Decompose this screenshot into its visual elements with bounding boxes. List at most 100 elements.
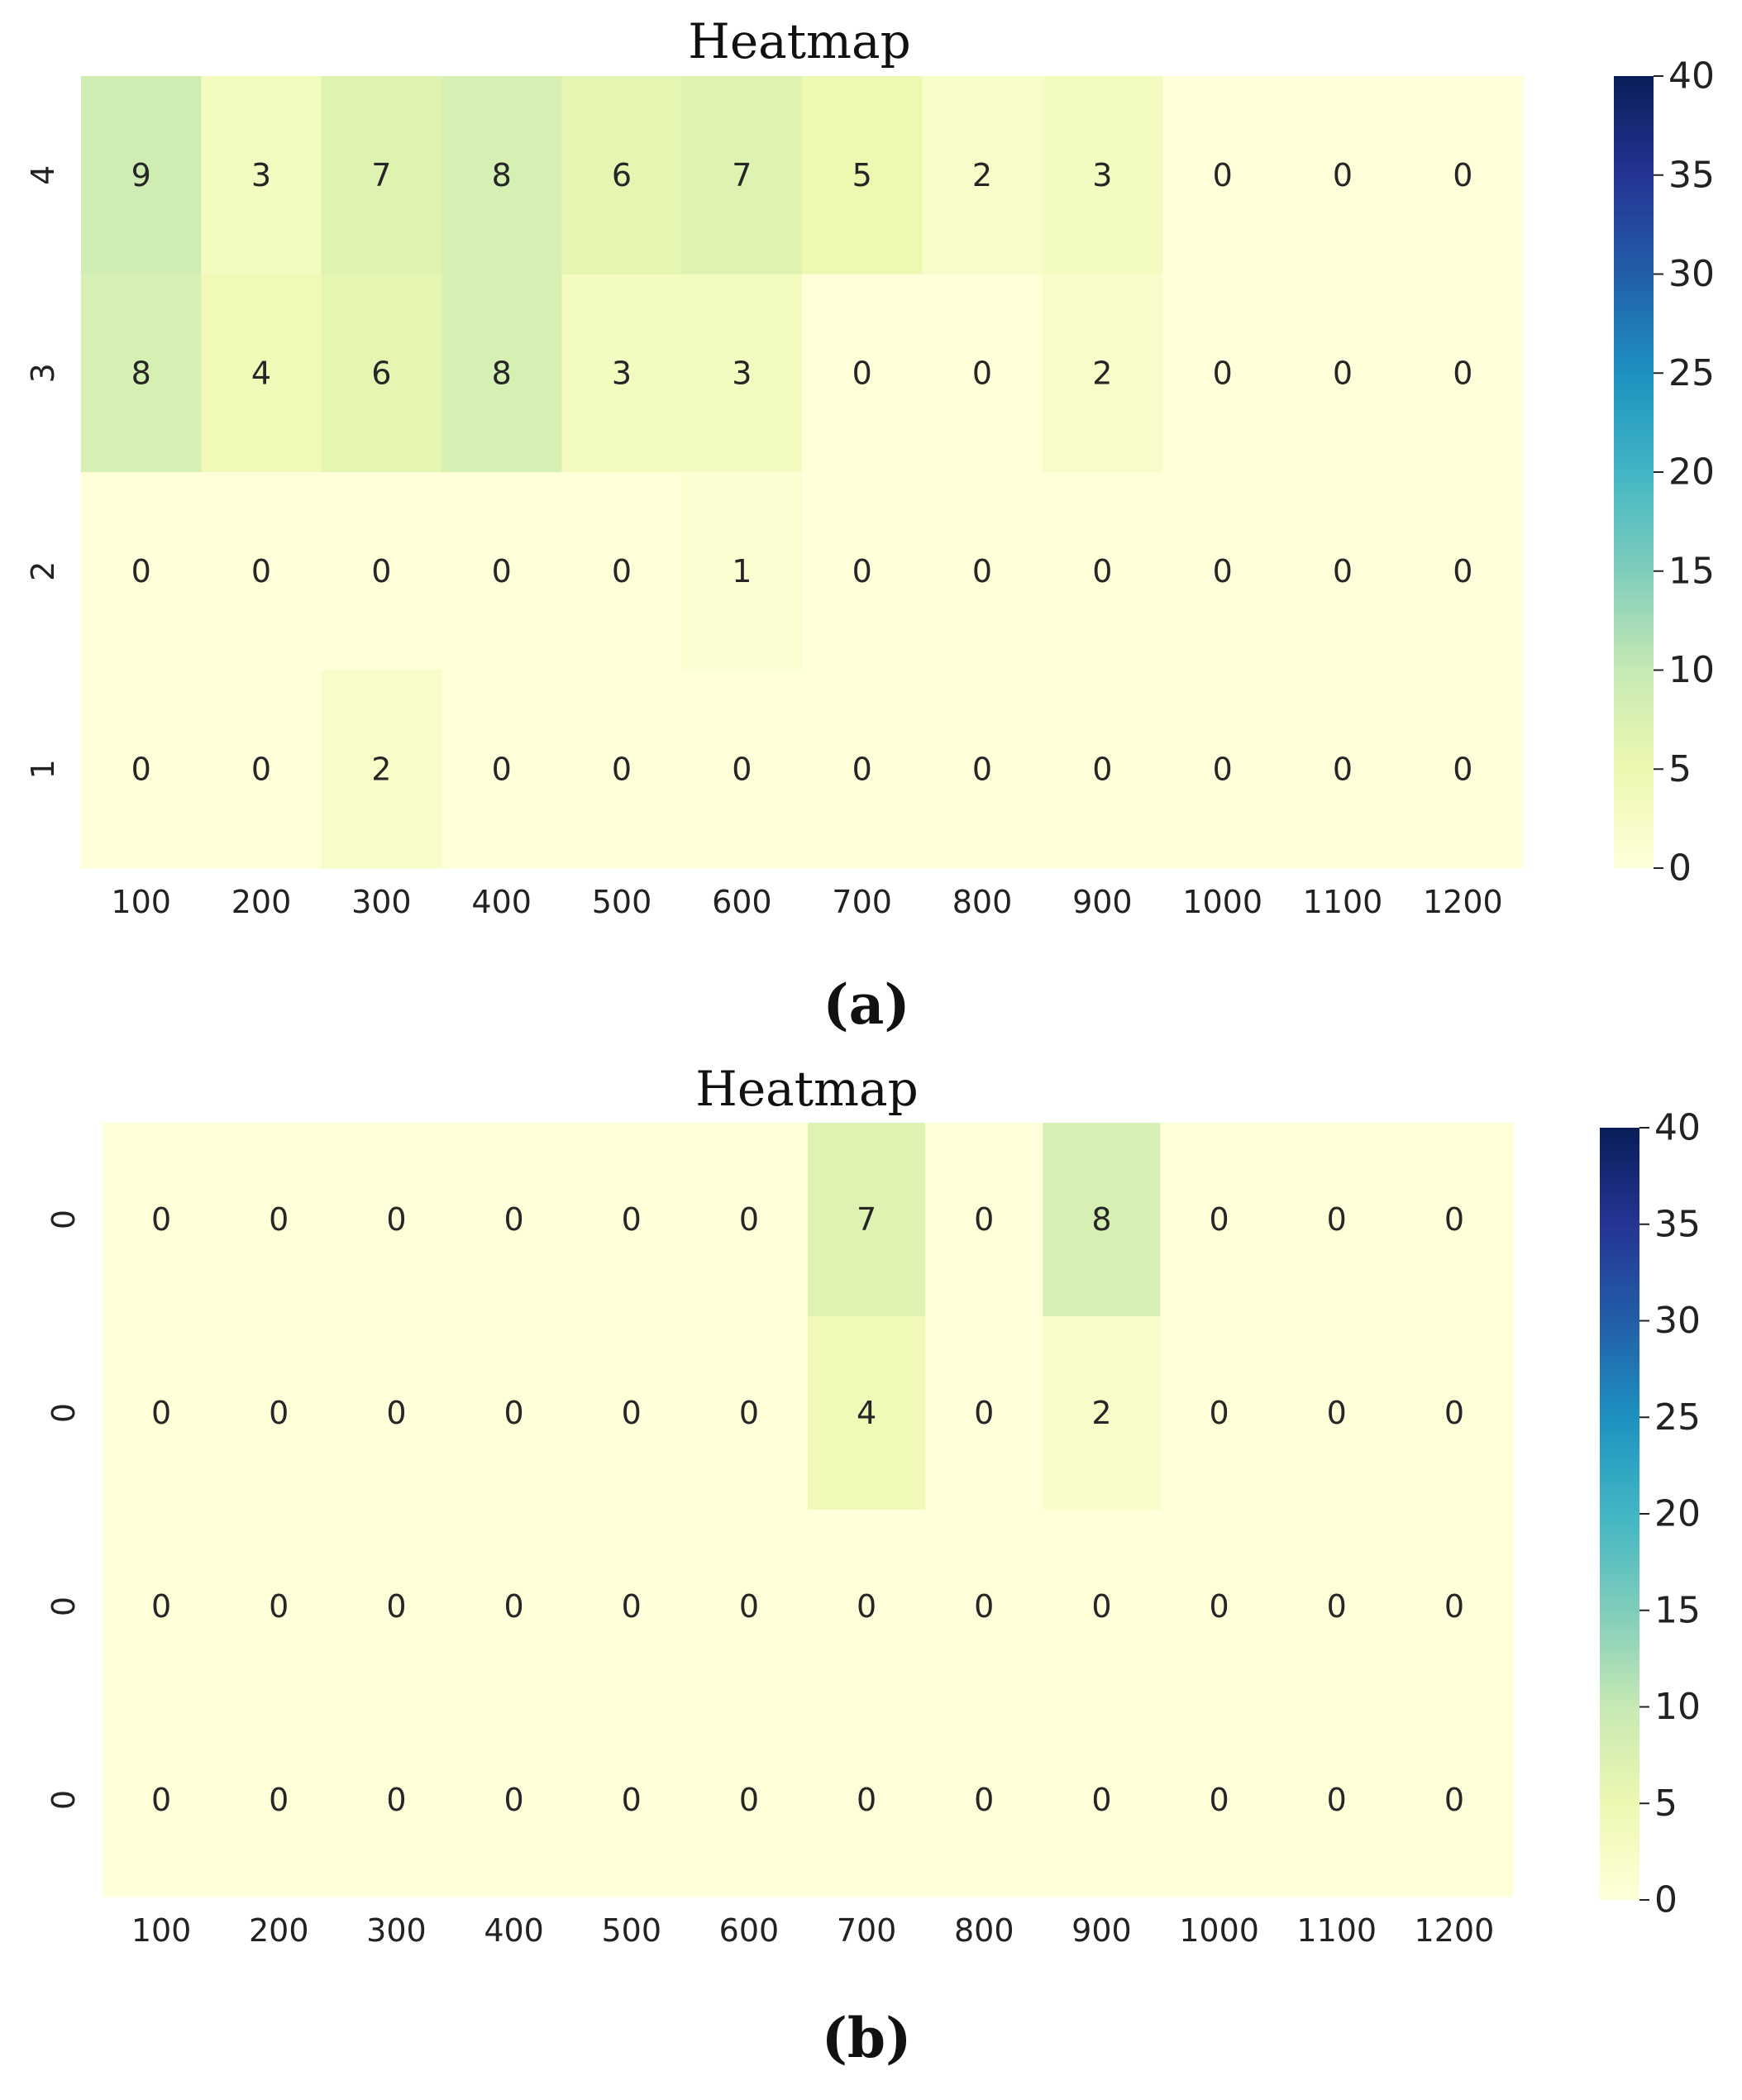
cell-value-label: 6	[612, 157, 632, 193]
heatmap-cell	[321, 670, 442, 869]
cell-value-label: 0	[622, 1201, 642, 1238]
cell-value-label: 0	[1444, 1395, 1464, 1431]
cell-value-label: 5	[852, 157, 872, 193]
cell-value-label: 0	[1453, 157, 1472, 193]
cell-value-label: 7	[857, 1201, 876, 1238]
cell-value-label: 0	[151, 1588, 171, 1625]
x-axis-ticks: 100 200 300 400 500 600 700 800 900 1000 1100 1200	[131, 1912, 1494, 1949]
heatmap-cell	[681, 670, 803, 869]
x-tick-label: 1100	[1303, 884, 1383, 920]
heatmap-cell	[802, 274, 923, 473]
cell-value-label: 0	[151, 1395, 171, 1431]
cell-value-label: 0	[974, 1395, 994, 1431]
colorbar-tick-label: 5	[1654, 1783, 1678, 1825]
cell-value-label: 0	[1209, 1395, 1229, 1431]
heatmap-cell	[572, 1316, 691, 1511]
heatmap-cell	[1042, 472, 1163, 671]
heatmap-cell	[1043, 1703, 1162, 1897]
cell-value-label: 0	[1213, 751, 1233, 787]
cell-value-label: 0	[974, 1588, 994, 1625]
cell-value-label: 3	[612, 355, 632, 391]
heatmap-cell	[337, 1510, 456, 1704]
cell-value-label: 0	[612, 553, 632, 589]
y-axis-ticks: 0 0 0 0	[45, 1210, 82, 1810]
heatmap-cell	[1402, 274, 1524, 473]
heatmap-cell	[201, 472, 322, 671]
colorbar-tick-label: 10	[1668, 649, 1715, 691]
cell-value-label: 0	[504, 1201, 523, 1238]
x-tick-label: 500	[592, 884, 652, 920]
heatmap-cell	[220, 1123, 338, 1317]
colorbar-tick-label: 25	[1654, 1396, 1701, 1439]
heatmap-cell	[220, 1316, 338, 1511]
cell-value-label: 2	[1091, 1395, 1111, 1431]
heatmap-cell	[1160, 1510, 1279, 1704]
heatmap-cell	[1277, 1123, 1396, 1317]
cell-value-label: 0	[1209, 1782, 1229, 1818]
cell-value-label: 0	[1333, 355, 1353, 391]
cell-value-label: 0	[1327, 1782, 1347, 1818]
heatmap-cell	[1042, 670, 1163, 869]
colorbar-tick-label: 0	[1654, 1879, 1678, 1921]
cell-value-label: 4	[857, 1395, 876, 1431]
x-tick-label: 900	[1072, 884, 1133, 920]
cell-value-label: 0	[974, 1782, 994, 1818]
cell-value-label: 0	[1213, 157, 1233, 193]
cell-value-label: 2	[371, 751, 391, 787]
x-tick-label: 600	[712, 884, 772, 920]
heatmap-cell	[1282, 670, 1404, 869]
heatmap-cell	[321, 76, 442, 275]
cell-value-label: 0	[131, 751, 151, 787]
heatmap-cell	[1282, 76, 1404, 275]
cell-value-label: 0	[1453, 751, 1472, 787]
cell-value-label: 0	[852, 553, 872, 589]
heatmap-cell	[441, 76, 562, 275]
heatmap-cell	[1402, 670, 1524, 869]
heatmap-cell	[81, 274, 202, 473]
colorbar-tick-label: 40	[1668, 55, 1715, 98]
cell-value-label: 0	[972, 355, 992, 391]
heatmap-cells: 9 3 7 8 6 7 5 2 3 0 0 0 8 4 6 8 3 3 0 0 2 0 0 0 0 0 0 0 0 1 0 0 0 0 0 0 0 0 2 0…	[81, 76, 1524, 869]
cell-value-label: 8	[1091, 1201, 1111, 1238]
heatmap-cell	[681, 274, 803, 473]
heatmap-cell	[1043, 1123, 1162, 1317]
heatmap-cell	[1043, 1510, 1162, 1704]
cell-value-label: 7	[371, 157, 391, 193]
colorbar-tick-label: 5	[1668, 748, 1692, 790]
heatmap-cell	[922, 670, 1043, 869]
cell-value-label: 0	[386, 1782, 406, 1818]
heatmap-cell	[802, 670, 923, 869]
heatmap-cell	[1043, 1316, 1162, 1511]
heatmap-cell	[1162, 274, 1283, 473]
cell-value-label: 0	[269, 1201, 289, 1238]
heatmap-cell	[925, 1123, 1043, 1317]
cell-value-label: 4	[251, 355, 271, 391]
heatmap-cell	[572, 1703, 691, 1897]
heatmap-cell	[103, 1510, 221, 1704]
cell-value-label: 0	[151, 1201, 171, 1238]
y-tick-label: 2	[25, 561, 61, 581]
heatmap-cell	[572, 1123, 691, 1317]
cell-value-label: 8	[492, 355, 512, 391]
x-tick-label: 1000	[1179, 1912, 1259, 1949]
x-tick-label: 1100	[1296, 1912, 1377, 1949]
x-tick-label: 1200	[1423, 884, 1503, 920]
heatmap-cell	[103, 1123, 221, 1317]
heatmap-panel-b: Heatmap 0 0 0 0 0 0 7 0 8 0 0 00 0 0 0 0 0 4 0 2 0 0 00 0 0 0 0 0 0 0…	[45, 1061, 1701, 2070]
x-tick-label: 700	[837, 1912, 897, 1949]
x-tick-label: 400	[471, 884, 532, 920]
cell-value-label: 0	[1333, 553, 1353, 589]
heatmap-cell	[441, 670, 562, 869]
heatmap-cell	[561, 472, 683, 671]
cell-value-label: 0	[151, 1782, 171, 1818]
cell-value-label: 0	[1444, 1201, 1464, 1238]
heatmap-cell	[220, 1703, 338, 1897]
x-tick-label: 800	[952, 884, 1013, 920]
heatmap-cell	[103, 1703, 221, 1897]
heatmap-cell	[455, 1703, 574, 1897]
cell-value-label: 0	[622, 1782, 642, 1818]
cell-value-label: 0	[1091, 1782, 1111, 1818]
y-axis-ticks: 4 3 2 1	[25, 165, 61, 780]
heatmap-cell	[1395, 1703, 1514, 1897]
